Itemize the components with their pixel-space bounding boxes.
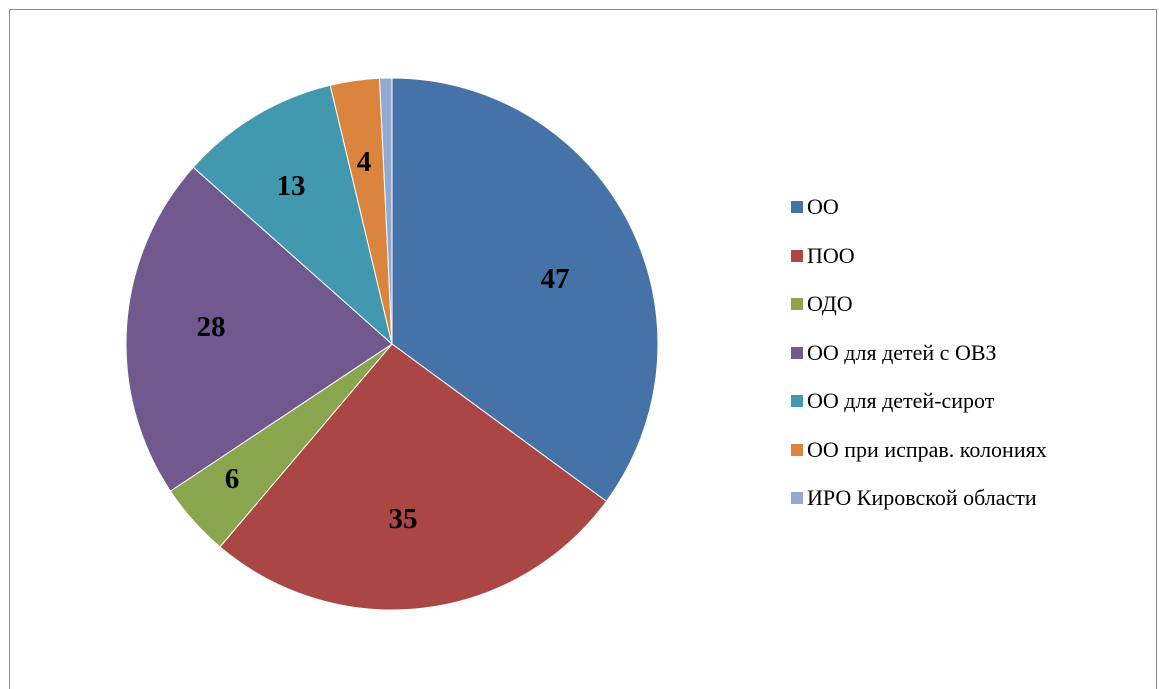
legend-item-4: ОО для детей-сирот xyxy=(791,377,1151,426)
pie-slice-6 xyxy=(379,77,393,345)
pie-slices xyxy=(125,77,659,611)
pie-chart: 47 35 6 28 13 4 xyxy=(125,77,659,611)
data-label-1: 35 xyxy=(389,503,418,535)
legend-label: ОДО xyxy=(807,291,853,317)
data-label-0: 47 xyxy=(541,263,570,295)
chart-legend: ОО ПОО ОДО ОО для детей с ОВЗ ОО для детей-с… xyxy=(791,183,1151,523)
legend-item-3: ОО для детей с ОВЗ xyxy=(791,329,1151,378)
legend-item-0: ОО xyxy=(791,183,1151,232)
data-label-4: 13 xyxy=(277,170,306,202)
data-label-2: 6 xyxy=(225,463,240,495)
pie-data-labels: 47 35 6 28 13 4 xyxy=(197,146,570,535)
legend-label: ОО xyxy=(807,194,839,220)
legend-swatch xyxy=(791,249,803,262)
pie-slice-4 xyxy=(192,84,393,346)
legend-swatch xyxy=(791,492,803,505)
legend-swatch xyxy=(791,346,803,359)
legend-item-5: ОО при исправ. колониях xyxy=(791,426,1151,475)
legend-swatch xyxy=(791,443,803,456)
legend-label: ИРО Кировской области xyxy=(807,485,1037,511)
legend-label: ОО для детей с ОВЗ xyxy=(807,339,997,365)
legend-item-1: ПОО xyxy=(791,232,1151,281)
legend-swatch xyxy=(791,298,803,311)
legend-swatch xyxy=(791,201,803,214)
legend-label: ОО при исправ. колониях xyxy=(807,436,1047,462)
pie-slice-0 xyxy=(391,77,659,503)
legend-item-6: ИРО Кировской области xyxy=(791,474,1151,523)
data-label-3: 28 xyxy=(197,311,226,343)
data-label-5: 4 xyxy=(357,146,372,178)
pie-slice-1 xyxy=(219,343,608,611)
pie-slice-3 xyxy=(125,166,393,492)
legend-label: ПОО xyxy=(807,242,855,268)
legend-swatch xyxy=(791,395,803,408)
legend-label: ОО для детей-сирот xyxy=(807,388,995,414)
legend-item-2: ОДО xyxy=(791,280,1151,329)
